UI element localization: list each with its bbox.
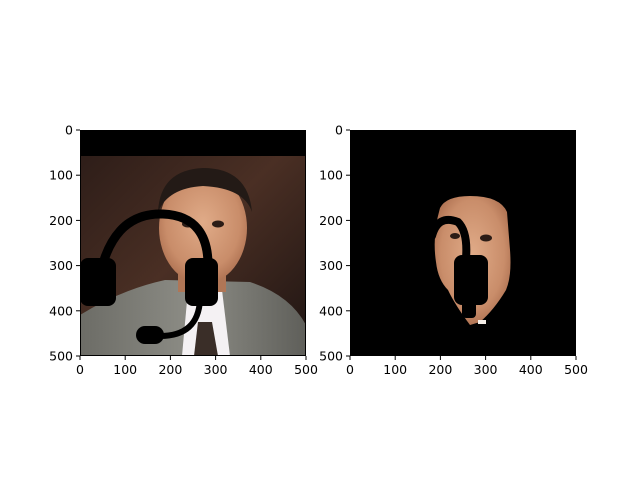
mask-eye xyxy=(480,234,492,242)
right-ytick-label: 500 xyxy=(319,349,343,364)
right-xtick-label: 300 xyxy=(474,362,498,377)
right-ytick-label: 200 xyxy=(319,213,343,228)
left-xtick-label: 200 xyxy=(158,362,182,377)
left-ytick-label: 0 xyxy=(65,123,73,138)
left-xtick-label: 300 xyxy=(204,362,228,377)
left-xtick-label: 0 xyxy=(76,362,84,377)
left-xtick-label: 400 xyxy=(249,362,273,377)
head xyxy=(159,172,247,284)
right-xtick-label: 400 xyxy=(519,362,543,377)
right-ytick-label: 100 xyxy=(319,168,343,183)
top-black-band xyxy=(80,130,306,156)
mic xyxy=(136,326,164,344)
right-xtick-label: 500 xyxy=(564,362,588,377)
mic-boom xyxy=(157,297,203,339)
tie xyxy=(194,322,218,356)
mask-headset-band xyxy=(428,215,471,262)
left-ytick-label: 500 xyxy=(49,349,73,364)
right-xtick-label: 0 xyxy=(346,362,354,377)
hair xyxy=(158,168,252,212)
axes-frame-left xyxy=(80,130,306,356)
left-earcup xyxy=(80,258,116,306)
left-ytick-label: 200 xyxy=(49,213,73,228)
left-ytick-label: 100 xyxy=(49,168,73,183)
right-ytick-label: 400 xyxy=(319,303,343,318)
right-xtick-label: 100 xyxy=(383,362,407,377)
mask-eye-left xyxy=(450,233,460,239)
mask-earcup xyxy=(454,255,488,305)
headset-band xyxy=(93,209,213,290)
axes-frame-right xyxy=(350,130,576,356)
mask-highlight xyxy=(478,320,486,324)
headset-overlay xyxy=(80,209,218,344)
left-xtick-label: 100 xyxy=(113,362,137,377)
right-ytick-label: 300 xyxy=(319,258,343,273)
right-image xyxy=(350,130,576,356)
right-ytick-label: 0 xyxy=(335,123,343,138)
left-ytick-label: 400 xyxy=(49,303,73,318)
right-earcup xyxy=(185,258,218,306)
left-image xyxy=(80,130,306,356)
right-xtick-label: 200 xyxy=(428,362,452,377)
left-ytick-label: 300 xyxy=(49,258,73,273)
left-xtick-label: 500 xyxy=(294,362,318,377)
mask-mic-boom xyxy=(462,300,476,318)
right-eye xyxy=(212,220,224,228)
